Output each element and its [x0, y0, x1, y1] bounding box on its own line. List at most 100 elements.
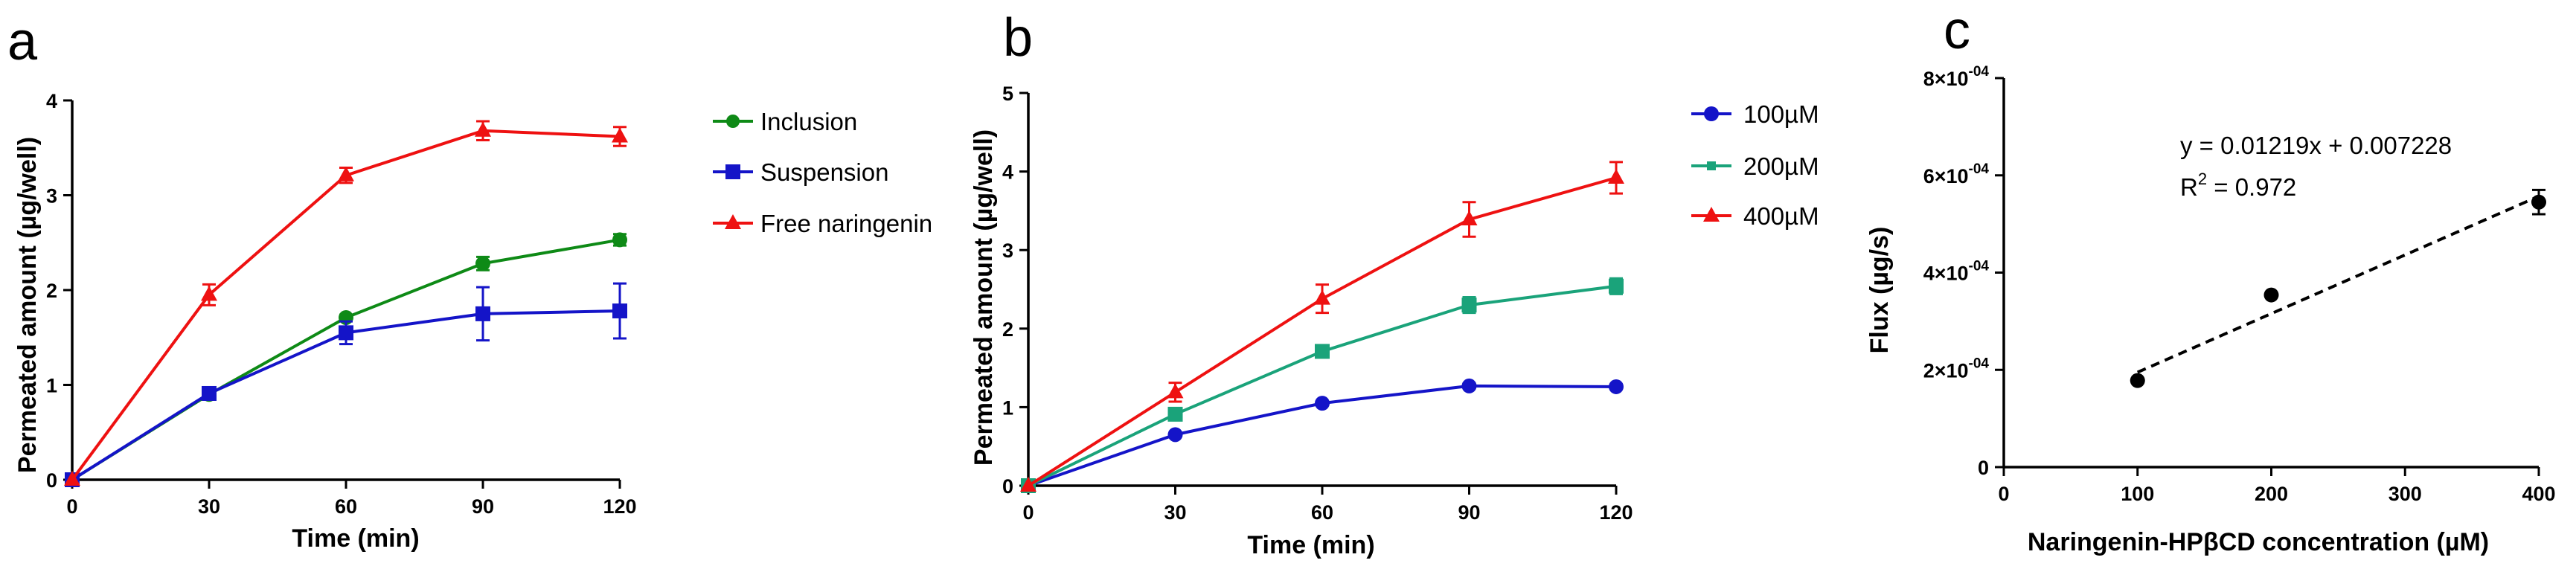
legend-label-400um: 400µM [1743, 202, 1819, 230]
x-tick-label: 60 [335, 495, 357, 518]
legend-marker-200um [1707, 161, 1716, 170]
y-tick-label: 0 [1002, 475, 1013, 498]
legend-label-inclusion: Inclusion [760, 108, 857, 135]
legend-item-200um: 200µM [1691, 152, 1819, 180]
x-tick-label: 0 [66, 495, 77, 518]
y-tick-label: 3 [46, 185, 57, 208]
panel-b-axes: 0 30 60 90 120 0 1 2 3 4 5 [1002, 83, 1633, 524]
panel-a-letter: a [7, 12, 38, 71]
x-tick-label: 90 [472, 495, 494, 518]
legend-marker-400um [1703, 207, 1720, 222]
data-point [2130, 373, 2145, 388]
y-tick-label: 4×10-04 [1923, 259, 1990, 285]
legend-label-free-naringenin: Free naringenin [760, 210, 932, 237]
data-point-free-naringenin [338, 166, 354, 181]
legend-item-400um: 400µM [1691, 202, 1819, 230]
series-line-400-m [1027, 176, 1617, 487]
data-point-suspension [339, 325, 353, 341]
r2-exponent: 2 [2198, 170, 2207, 188]
x-tick-label: 60 [1311, 501, 1333, 524]
panel-a-legend: Inclusion Suspension Free naringenin [713, 108, 932, 237]
y-tick-label: 0 [1978, 457, 1989, 479]
data-point [2263, 287, 2279, 303]
legend-label-100um: 100µM [1743, 100, 1819, 128]
legend-marker-free-naringenin [725, 214, 741, 229]
series-line-inclusion [71, 238, 621, 481]
r2-base: R [2180, 173, 2198, 201]
data-point-suspension [475, 306, 490, 321]
r2-value: = 0.972 [2207, 173, 2296, 201]
data-point-100-m [1315, 396, 1330, 411]
panel-c-ylabel: Flux (µg/s) [1865, 227, 1894, 354]
legend-item-inclusion: Inclusion [713, 108, 857, 135]
panel-c-axes: 0 100 200 300 400 0 2×10-04 4×10-04 6×10-04 8×10-… [1923, 64, 2556, 505]
panel-c-r-squared: R2 = 0.972 [2180, 170, 2296, 201]
y-tick-label: 2×10-04 [1923, 356, 1990, 382]
panel-c-letter: c [1944, 1, 1970, 60]
panel-a: a Permeated amount (µg/well) Time (min) … [7, 12, 932, 553]
panel-c: c Flux (µg/s) Naringenin-HPβCD concentra… [1865, 1, 2556, 556]
x-tick-label: 300 [2388, 483, 2422, 505]
data-point-400-m [1020, 477, 1037, 492]
legend-marker-inclusion [726, 115, 740, 128]
y-tick-label: 2 [46, 280, 57, 302]
x-tick-label: 0 [1022, 501, 1034, 524]
panel-a-axes: 0 30 60 90 120 0 1 2 3 4 [46, 90, 637, 518]
legend-item-free-naringenin: Free naringenin [713, 210, 932, 237]
x-tick-label: 120 [1599, 501, 1633, 524]
data-point-400-m [1314, 289, 1330, 305]
data-point-100-m [1461, 378, 1477, 393]
data-point-inclusion [475, 256, 490, 271]
panel-c-equation: y = 0.01219x + 0.007228 [2180, 132, 2452, 159]
panel-a-xlabel: Time (min) [292, 524, 419, 553]
y-tick-label: 2 [1002, 318, 1013, 341]
y-tick-label: 5 [1002, 83, 1013, 105]
y-tick-label: 6×10-04 [1923, 161, 1990, 187]
data-point-400-m [1461, 210, 1478, 226]
data-point-200-m [1167, 406, 1183, 422]
x-tick-label: 90 [1458, 501, 1480, 524]
data-point-free-naringenin [201, 286, 217, 301]
fit-line [2136, 195, 2540, 374]
panel-b-legend: 100µM 200µM 400µM [1691, 100, 1819, 230]
legend-label-suspension: Suspension [760, 158, 888, 186]
legend-marker-100um [1704, 106, 1719, 121]
data-point-free-naringenin [475, 121, 491, 137]
data-point-free-naringenin [612, 127, 628, 143]
y-tick-label: 8×10-04 [1923, 64, 1990, 90]
panel-a-ylabel: Permeated amount (µg/well) [13, 137, 42, 473]
panel-b-xlabel: Time (min) [1247, 531, 1374, 559]
x-tick-label: 100 [2121, 483, 2154, 505]
x-tick-label: 400 [2522, 483, 2555, 505]
data-point-200-m [1315, 344, 1330, 359]
data-point-suspension [612, 303, 627, 319]
legend-marker-suspension [725, 164, 740, 179]
data-point [2531, 194, 2546, 210]
panel-b-plot [1020, 161, 1624, 493]
data-point-100-m [1167, 427, 1183, 443]
x-tick-label: 30 [198, 495, 220, 518]
panel-b-ylabel: Permeated amount (µg/well) [970, 129, 998, 466]
data-point-100-m [1609, 379, 1624, 394]
legend-item-100um: 100µM [1691, 100, 1819, 128]
panel-c-plot [2130, 188, 2546, 388]
y-tick-label: 4 [46, 90, 57, 112]
panel-c-xlabel: Naringenin-HPβCD concentration (µM) [2028, 528, 2489, 556]
y-tick-label: 1 [46, 375, 57, 397]
x-tick-label: 30 [1164, 501, 1186, 524]
data-point-400-m [1167, 383, 1184, 399]
data-point-suspension [202, 385, 217, 401]
data-point-inclusion [612, 232, 627, 248]
data-point-200-m [1461, 298, 1477, 313]
y-tick-label: 1 [1002, 396, 1013, 419]
data-point-400-m [1608, 169, 1624, 184]
y-tick-label: 0 [46, 469, 57, 492]
panel-b-letter: b [1003, 8, 1033, 68]
panel-a-plot [64, 120, 628, 487]
x-tick-label: 200 [2255, 483, 2288, 505]
y-tick-label: 3 [1002, 240, 1013, 262]
x-tick-label: 0 [1998, 483, 2009, 505]
legend-item-suspension: Suspension [713, 158, 888, 186]
data-point-200-m [1609, 278, 1624, 294]
